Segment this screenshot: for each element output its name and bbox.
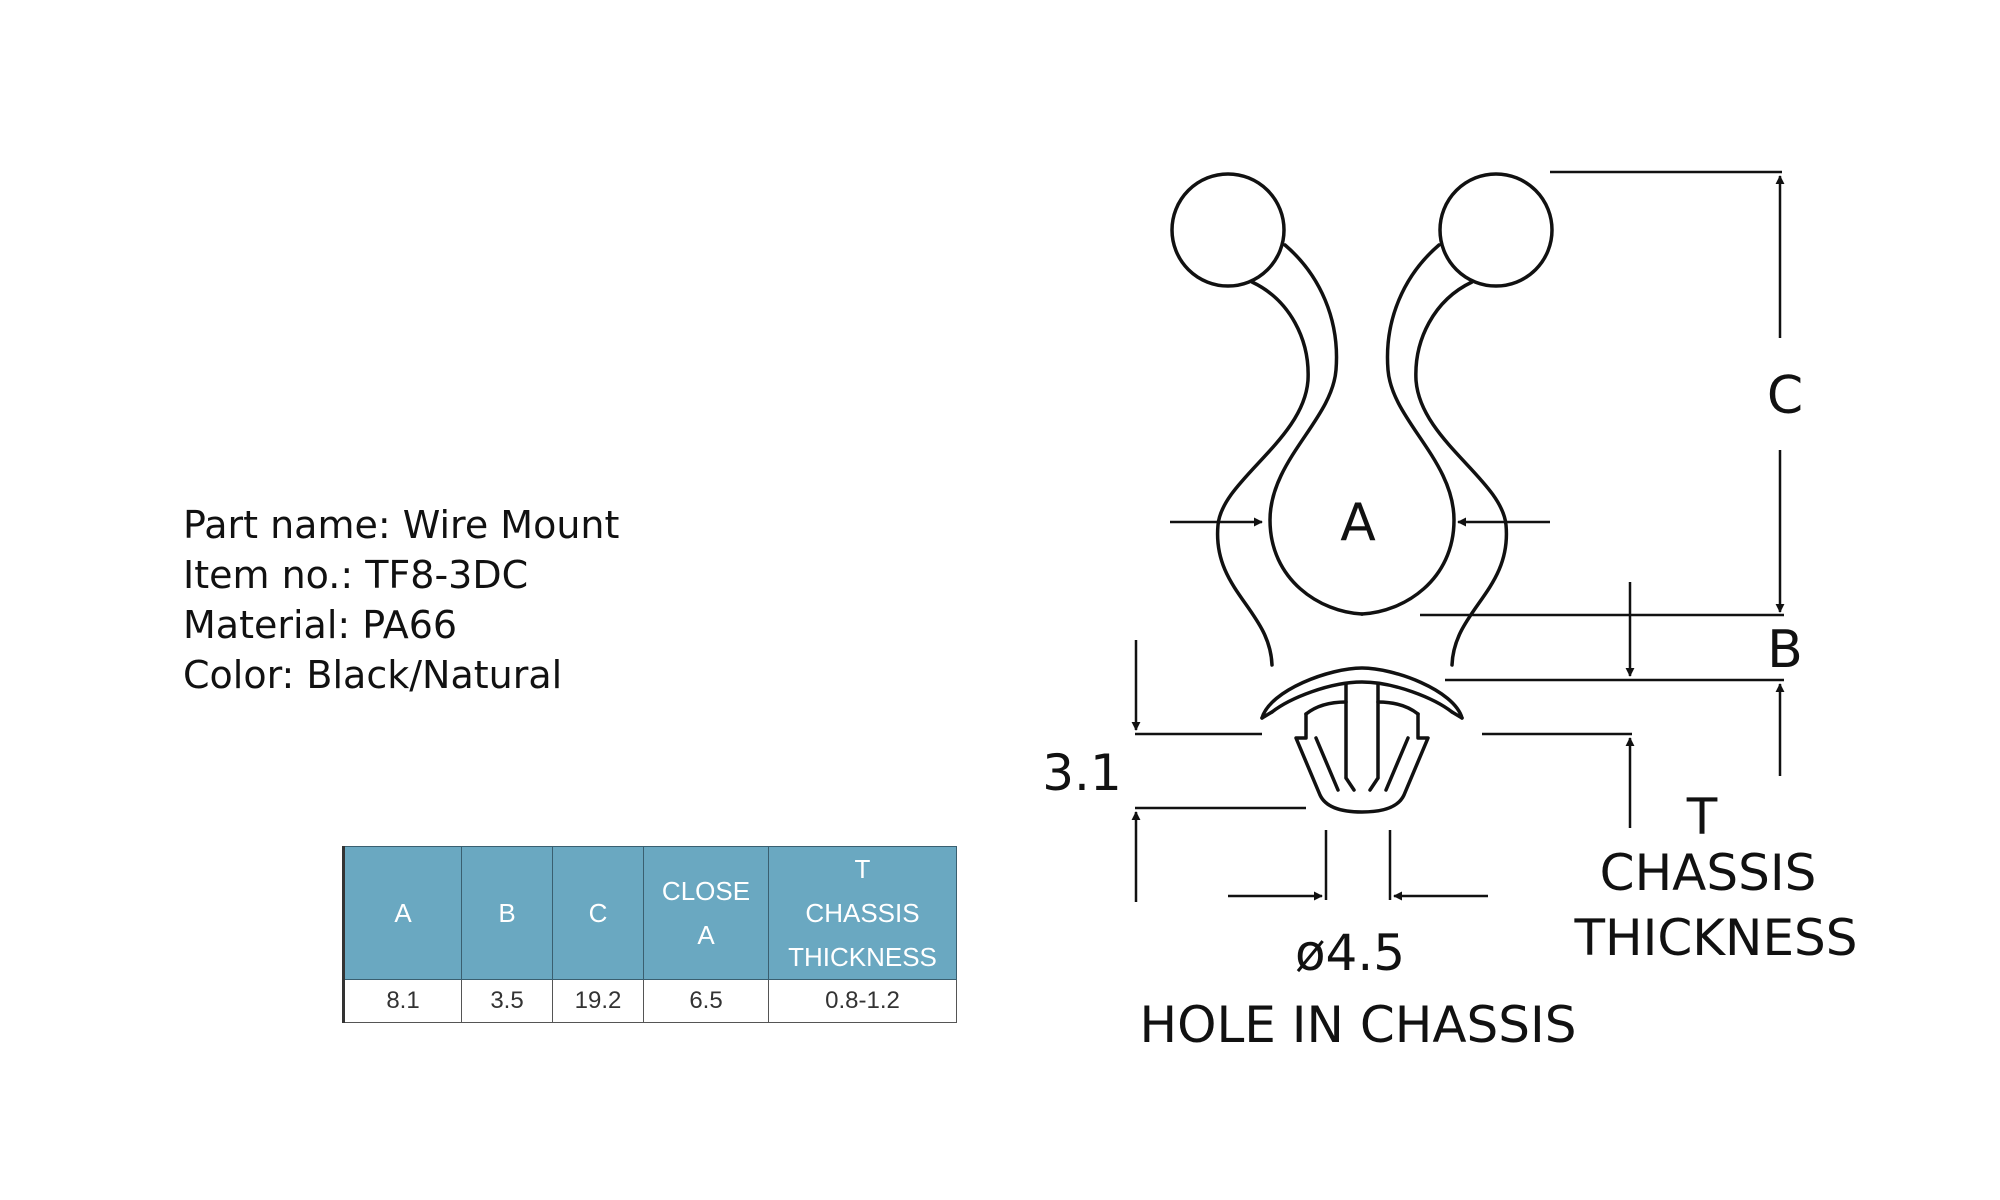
spec-table: A B C CLOSE A T CHASSIS THICKNESS 8.1 3.… bbox=[342, 846, 957, 1023]
base-cap-ends bbox=[1260, 710, 1464, 720]
part-info: Part name: Wire Mount Item no.: TF8-3DC … bbox=[183, 500, 619, 700]
color: Color: Black/Natural bbox=[183, 653, 563, 697]
dimension-lines bbox=[1131, 170, 1785, 902]
cell-b: 3.5 bbox=[461, 979, 553, 1023]
label-c: C bbox=[1767, 366, 1803, 426]
post-shoulder bbox=[1304, 700, 1420, 716]
header-close-a: CLOSE A bbox=[643, 846, 769, 980]
material: Material: PA66 bbox=[183, 603, 458, 647]
label-3-1: 3.1 bbox=[1042, 744, 1122, 802]
right-arm-inner bbox=[1360, 243, 1456, 616]
post-center bbox=[1344, 682, 1380, 792]
header-chassis-thickness: T CHASSIS THICKNESS bbox=[768, 846, 957, 980]
left-ball bbox=[1170, 172, 1286, 288]
label-hole-in-chassis: HOLE IN CHASSIS bbox=[1139, 996, 1576, 1054]
cell-c: 19.2 bbox=[552, 979, 644, 1023]
left-arm-outer bbox=[1215, 280, 1310, 667]
header-close-a-line2: A bbox=[697, 920, 715, 950]
cell-a: 8.1 bbox=[342, 979, 462, 1023]
item-number: Item no.: TF8-3DC bbox=[183, 553, 529, 597]
header-t-line3: THICKNESS bbox=[788, 942, 937, 972]
label-a: A bbox=[1340, 493, 1376, 553]
header-c: C bbox=[552, 846, 644, 980]
part-name: Part name: Wire Mount bbox=[183, 503, 620, 547]
base-cap-inner bbox=[1270, 680, 1454, 714]
label-b: B bbox=[1767, 620, 1803, 680]
table-row: 8.1 3.5 19.2 6.5 0.8-1.2 bbox=[342, 979, 957, 1023]
right-ball bbox=[1438, 172, 1554, 288]
cell-close-a: 6.5 bbox=[643, 979, 769, 1023]
clip-outline bbox=[1170, 172, 1554, 814]
label-thickness: THICKNESS bbox=[1573, 909, 1857, 967]
table-header-row: A B C CLOSE A T CHASSIS THICKNESS bbox=[342, 846, 957, 980]
drawing-labels: A C B 3.1 T CHASSIS THICKNESS ø4.5 HOLE … bbox=[1042, 366, 1857, 1054]
header-t-line1: T bbox=[854, 854, 871, 884]
label-hole-diameter: ø4.5 bbox=[1295, 924, 1405, 982]
post-prongs bbox=[1314, 736, 1410, 792]
locking-post bbox=[1294, 712, 1430, 814]
label-chassis: CHASSIS bbox=[1600, 844, 1817, 902]
left-arm-inner bbox=[1268, 243, 1364, 616]
header-t-line2: CHASSIS bbox=[805, 898, 920, 928]
right-arm-outer bbox=[1414, 280, 1509, 667]
cell-chassis-thickness: 0.8-1.2 bbox=[768, 979, 957, 1023]
header-close-a-line1: CLOSE bbox=[661, 876, 751, 906]
header-a: A bbox=[342, 846, 462, 980]
label-t: T bbox=[1686, 788, 1718, 846]
base-cap-top bbox=[1260, 666, 1464, 720]
